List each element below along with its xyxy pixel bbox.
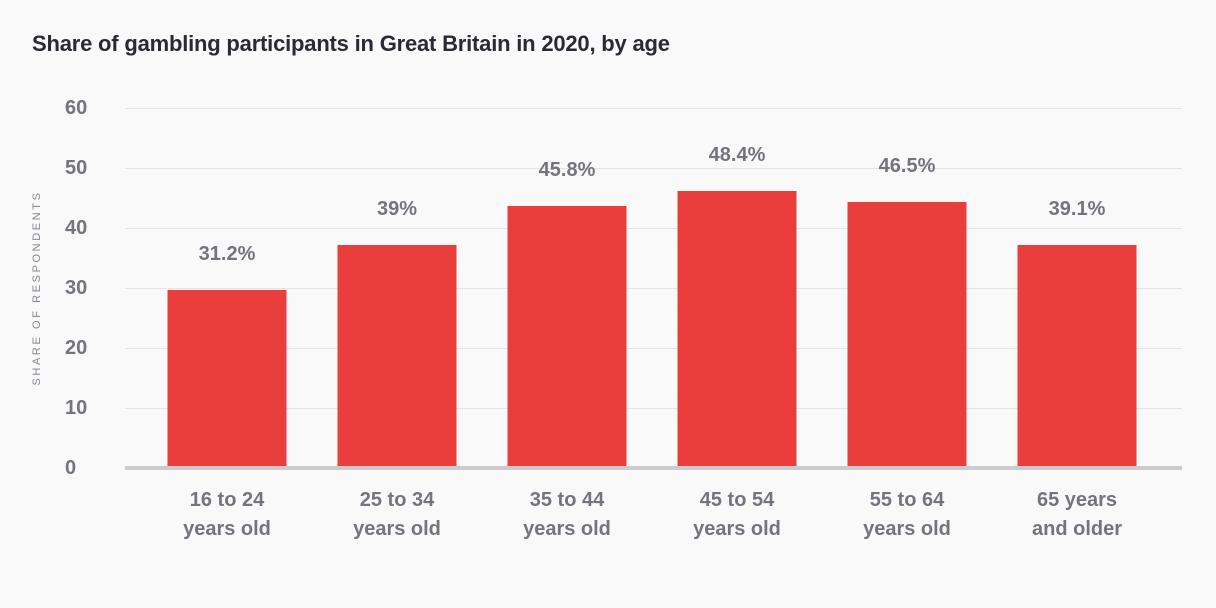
y-axis-tick: 50	[65, 157, 88, 179]
y-axis-tick: 10	[65, 397, 88, 419]
bar	[507, 206, 627, 468]
x-axis-label: 16 to 24 years old	[183, 489, 271, 540]
x-axis-label: 65 years and older	[1031, 489, 1122, 540]
x-axis-line	[125, 466, 1182, 470]
x-axis-label: 35 to 44 years old	[523, 489, 611, 540]
gridline	[125, 288, 1182, 289]
y-axis-tick: 0	[65, 457, 77, 479]
bar	[167, 290, 287, 468]
bar-group: 45.8% 35 to 44 years old	[482, 108, 652, 540]
y-axis-tick: 60	[65, 97, 88, 119]
bar-value-label: 48.4%	[708, 144, 766, 166]
bar	[337, 245, 457, 468]
bar-group: 46.5% 55 to 64 years old	[822, 108, 992, 540]
y-axis-tick: 30	[65, 277, 88, 299]
y-axis-title: SHARE OF RESPONDENTS	[31, 190, 43, 386]
bar-value-label: 31.2%	[198, 243, 256, 265]
bar-value-label: 45.8%	[538, 159, 596, 181]
y-axis-tick: 40	[65, 217, 88, 239]
gridline	[125, 348, 1182, 349]
plot-area: SHARE OF RESPONDENTS 0 10 20 30 40 50 60 31.2%…	[31, 98, 1182, 540]
gridline	[125, 408, 1182, 409]
x-axis-label: 25 to 34 years old	[353, 489, 441, 540]
bar-value-label: 39.1%	[1048, 198, 1106, 220]
bar-group: 39.1% 65 years and older	[992, 108, 1162, 540]
bar-value-label: 39%	[376, 198, 418, 220]
gridline	[125, 108, 1182, 109]
bar	[1017, 245, 1137, 468]
bar-value-label: 46.5%	[878, 155, 936, 177]
bar	[847, 202, 967, 468]
bar	[677, 191, 797, 468]
bar-group: 39% 25 to 34 years old	[312, 108, 482, 540]
gridline	[125, 228, 1182, 229]
bar-group: 48.4% 45 to 54 years old	[652, 108, 822, 540]
gridline	[125, 168, 1182, 169]
x-axis-label: 55 to 64 years old	[863, 489, 951, 540]
x-axis-label: 45 to 54 years old	[693, 489, 781, 540]
y-axis-tick: 20	[65, 337, 88, 359]
bars-layer: 31.2% 16 to 24 years old 39% 25 to 34 years o…	[142, 108, 1162, 540]
chart-title: Share of gambling participants in Great …	[32, 31, 670, 56]
bar-group: 31.2% 16 to 24 years old	[142, 108, 312, 540]
